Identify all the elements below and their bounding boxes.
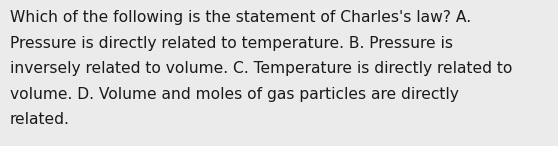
Text: inversely related to volume. C. Temperature is directly related to: inversely related to volume. C. Temperat… [10, 61, 512, 76]
Text: volume. D. Volume and moles of gas particles are directly: volume. D. Volume and moles of gas parti… [10, 87, 459, 102]
Text: Pressure is directly related to temperature. B. Pressure is: Pressure is directly related to temperat… [10, 36, 453, 51]
Text: related.: related. [10, 112, 70, 127]
Text: Which of the following is the statement of Charles's law? A.: Which of the following is the statement … [10, 10, 471, 25]
